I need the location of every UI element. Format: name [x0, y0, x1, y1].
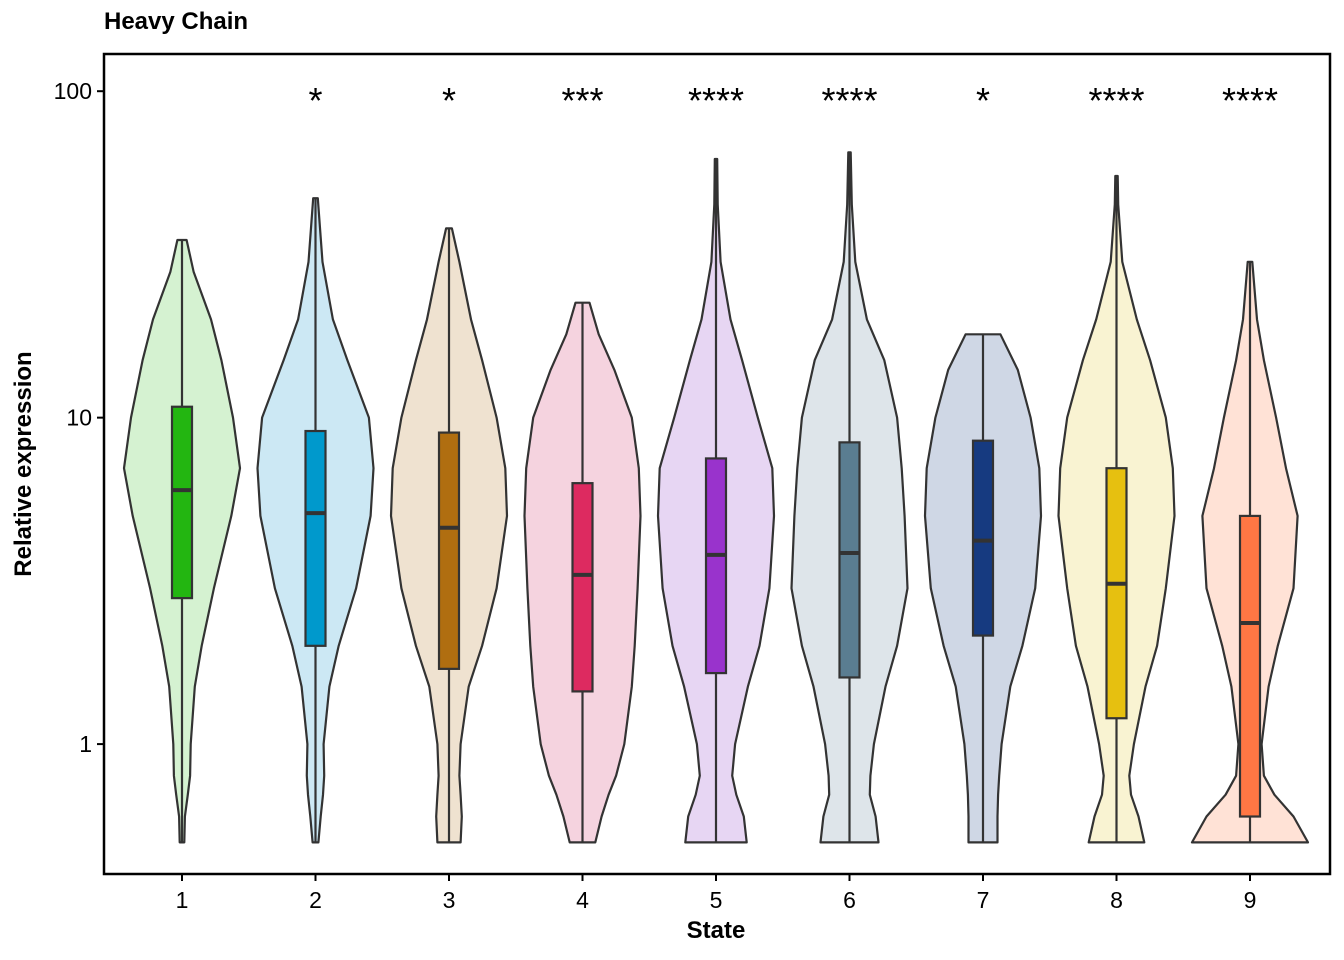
x-tick-label-6: 6: [843, 887, 856, 913]
box-5: [704, 457, 728, 675]
significance-6: ****: [821, 80, 877, 121]
significance-9: ****: [1222, 80, 1278, 121]
box-9: [1238, 514, 1262, 818]
x-tick-label-4: 4: [576, 887, 589, 913]
box-8: [1105, 467, 1128, 720]
x-tick-label-5: 5: [710, 887, 723, 913]
box-1: [170, 405, 194, 600]
x-tick-label-1: 1: [176, 887, 189, 913]
box-2: [304, 429, 327, 647]
violin-group-8: ****: [1057, 80, 1176, 844]
significance-7: *: [976, 80, 990, 121]
box-4: [571, 482, 594, 693]
violin-group-9: ****: [1190, 80, 1310, 844]
violin-group-1: [122, 238, 242, 844]
x-tick-label-8: 8: [1110, 887, 1123, 913]
significance-8: ****: [1088, 80, 1144, 121]
box-3: [437, 431, 461, 670]
y-tick-label-100: 100: [54, 78, 92, 104]
violin-group-2: *: [256, 80, 375, 844]
y-tick-label-1: 1: [79, 731, 92, 757]
violins-layer: * * *** **** **** * **** ****: [122, 80, 1310, 844]
y-tick-label-10: 10: [66, 405, 92, 431]
x-tick-label-2: 2: [309, 887, 322, 913]
violin-group-5: ****: [656, 80, 776, 844]
x-axis-label: State: [686, 917, 746, 944]
significance-2: *: [308, 80, 322, 121]
x-tick-label-3: 3: [443, 887, 456, 913]
significance-5: ****: [688, 80, 744, 121]
chart-title: Heavy Chain: [104, 8, 249, 35]
x-tick-label-9: 9: [1244, 887, 1257, 913]
violin-group-3: *: [389, 80, 509, 844]
axes-layer: 1 2 3 4 5 6 7 8 9 1 10 100: [54, 78, 1257, 913]
significance-4: ***: [561, 80, 603, 121]
box-7: [971, 439, 995, 637]
violin-group-7: *: [923, 80, 1043, 844]
violin-group-4: ***: [523, 80, 642, 844]
box-6: [838, 441, 861, 679]
violin-group-6: ****: [790, 80, 909, 844]
x-tick-label-7: 7: [977, 887, 990, 913]
significance-3: *: [442, 80, 456, 121]
